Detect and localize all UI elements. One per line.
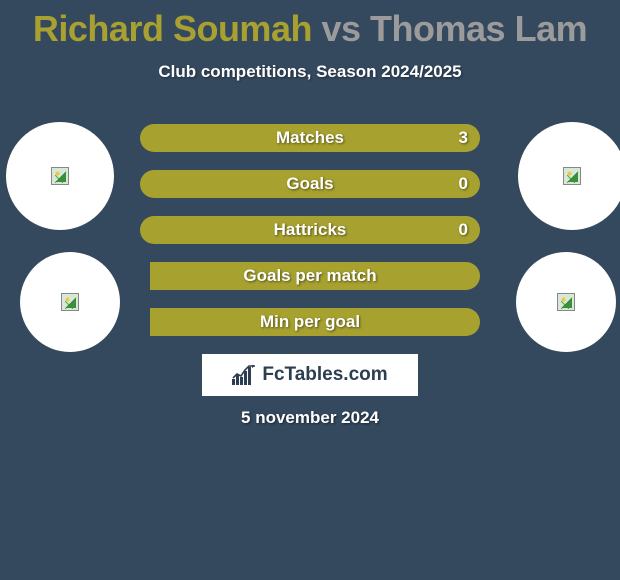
stat-bars: Matches3Goals0Hattricks0Goals per matchM… bbox=[140, 124, 480, 354]
page-title: Richard Soumah vs Thomas Lam bbox=[0, 0, 620, 50]
placeholder-icon bbox=[557, 293, 575, 311]
subtitle: Club competitions, Season 2024/2025 bbox=[0, 62, 620, 82]
avatar-player2-nation bbox=[516, 252, 616, 352]
stat-value-right: 0 bbox=[459, 170, 468, 198]
brand-box: FcTables.com bbox=[202, 354, 418, 396]
avatar-player1-nation bbox=[20, 252, 120, 352]
stat-row: Goals per match bbox=[140, 262, 480, 290]
stat-label: Min per goal bbox=[140, 308, 480, 336]
stat-label: Goals bbox=[140, 170, 480, 198]
stat-label: Matches bbox=[140, 124, 480, 152]
title-vs: vs bbox=[321, 8, 360, 49]
brand-text: FcTables.com bbox=[262, 364, 387, 386]
date-label: 5 november 2024 bbox=[0, 408, 620, 428]
avatar-player2-club bbox=[518, 122, 620, 230]
placeholder-icon bbox=[61, 293, 79, 311]
avatar-player1-club bbox=[6, 122, 114, 230]
brand-icon bbox=[232, 365, 258, 385]
stat-value-right: 0 bbox=[459, 216, 468, 244]
stat-value-right: 3 bbox=[459, 124, 468, 152]
stat-row: Goals0 bbox=[140, 170, 480, 198]
stat-row: Min per goal bbox=[140, 308, 480, 336]
placeholder-icon bbox=[563, 167, 581, 185]
stat-label: Goals per match bbox=[140, 262, 480, 290]
title-player1: Richard Soumah bbox=[33, 8, 312, 49]
title-player2: Thomas Lam bbox=[370, 8, 587, 49]
stat-label: Hattricks bbox=[140, 216, 480, 244]
placeholder-icon bbox=[51, 167, 69, 185]
stat-row: Matches3 bbox=[140, 124, 480, 152]
stat-row: Hattricks0 bbox=[140, 216, 480, 244]
